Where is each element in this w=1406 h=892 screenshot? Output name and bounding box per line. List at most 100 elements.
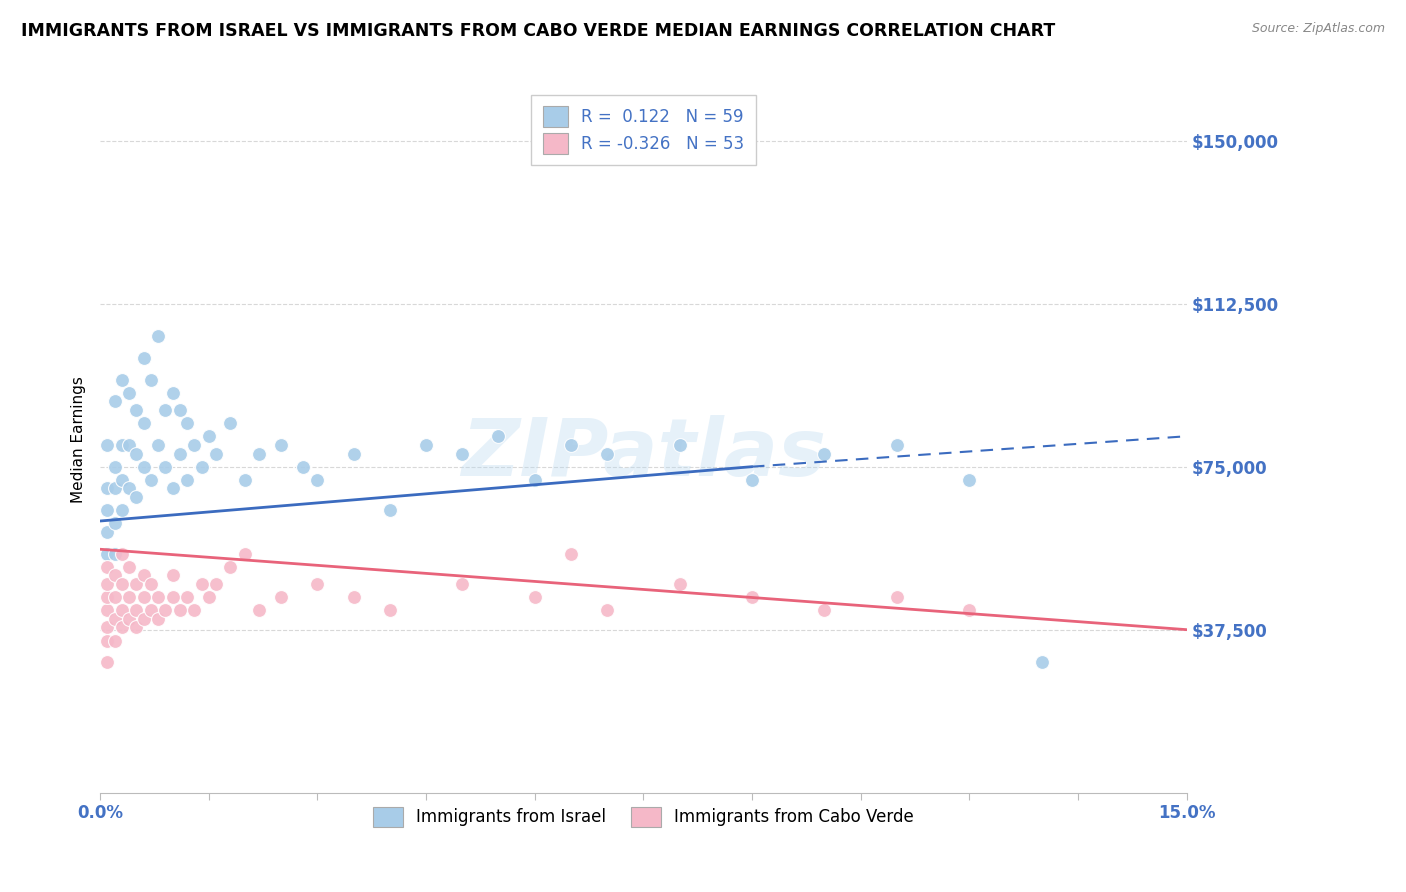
Point — [1031, 655, 1053, 669]
Point — [118, 612, 141, 626]
Point — [96, 633, 118, 648]
Point — [111, 577, 134, 591]
Text: ZIPatlas: ZIPatlas — [461, 415, 825, 492]
Point — [169, 603, 191, 617]
Point — [596, 447, 619, 461]
Point — [104, 612, 127, 626]
Point — [125, 577, 148, 591]
Point — [96, 620, 118, 634]
Point — [249, 603, 271, 617]
Point — [176, 590, 198, 604]
Point — [96, 590, 118, 604]
Text: Source: ZipAtlas.com: Source: ZipAtlas.com — [1251, 22, 1385, 36]
Point — [111, 503, 134, 517]
Point — [176, 416, 198, 430]
Point — [96, 577, 118, 591]
Point — [162, 482, 184, 496]
Point — [96, 547, 118, 561]
Point — [139, 577, 162, 591]
Point — [96, 559, 118, 574]
Point — [125, 403, 148, 417]
Point — [118, 438, 141, 452]
Point — [415, 438, 437, 452]
Point — [125, 603, 148, 617]
Point — [813, 603, 835, 617]
Point — [155, 403, 177, 417]
Point — [219, 559, 242, 574]
Point — [155, 459, 177, 474]
Point — [96, 603, 118, 617]
Point — [104, 568, 127, 582]
Point — [104, 633, 127, 648]
Point — [176, 473, 198, 487]
Point — [378, 603, 401, 617]
Point — [190, 459, 212, 474]
Point — [162, 568, 184, 582]
Point — [96, 482, 118, 496]
Point — [111, 603, 134, 617]
Point — [146, 438, 169, 452]
Point — [183, 438, 205, 452]
Point — [125, 490, 148, 504]
Point — [96, 524, 118, 539]
Point — [307, 473, 329, 487]
Point — [132, 590, 155, 604]
Point — [205, 577, 228, 591]
Point — [96, 503, 118, 517]
Point — [111, 473, 134, 487]
Point — [155, 603, 177, 617]
Point — [139, 373, 162, 387]
Point — [104, 459, 127, 474]
Point — [104, 394, 127, 409]
Point — [146, 329, 169, 343]
Point — [249, 447, 271, 461]
Point — [183, 603, 205, 617]
Point — [957, 603, 980, 617]
Point — [451, 447, 474, 461]
Point — [139, 603, 162, 617]
Point — [560, 438, 582, 452]
Point — [169, 403, 191, 417]
Point — [132, 416, 155, 430]
Point — [104, 547, 127, 561]
Point — [233, 547, 256, 561]
Point — [451, 577, 474, 591]
Point — [886, 590, 908, 604]
Point — [560, 547, 582, 561]
Point — [118, 590, 141, 604]
Point — [488, 429, 510, 443]
Point — [104, 516, 127, 531]
Point — [162, 385, 184, 400]
Point — [596, 603, 619, 617]
Point — [668, 577, 690, 591]
Point — [132, 351, 155, 365]
Point — [378, 503, 401, 517]
Point — [118, 559, 141, 574]
Point — [96, 655, 118, 669]
Point — [118, 385, 141, 400]
Point — [957, 473, 980, 487]
Point — [132, 568, 155, 582]
Point — [197, 429, 219, 443]
Point — [270, 590, 292, 604]
Point — [111, 438, 134, 452]
Point — [104, 590, 127, 604]
Point — [523, 473, 546, 487]
Point — [190, 577, 212, 591]
Point — [125, 447, 148, 461]
Point — [219, 416, 242, 430]
Point — [111, 547, 134, 561]
Point — [132, 459, 155, 474]
Point — [668, 438, 690, 452]
Point — [233, 473, 256, 487]
Legend: Immigrants from Israel, Immigrants from Cabo Verde: Immigrants from Israel, Immigrants from … — [366, 800, 921, 834]
Point — [813, 447, 835, 461]
Point — [307, 577, 329, 591]
Text: IMMIGRANTS FROM ISRAEL VS IMMIGRANTS FROM CABO VERDE MEDIAN EARNINGS CORRELATION: IMMIGRANTS FROM ISRAEL VS IMMIGRANTS FRO… — [21, 22, 1056, 40]
Point — [343, 447, 366, 461]
Point — [146, 612, 169, 626]
Point — [343, 590, 366, 604]
Point — [118, 482, 141, 496]
Point — [523, 590, 546, 604]
Y-axis label: Median Earnings: Median Earnings — [72, 376, 86, 503]
